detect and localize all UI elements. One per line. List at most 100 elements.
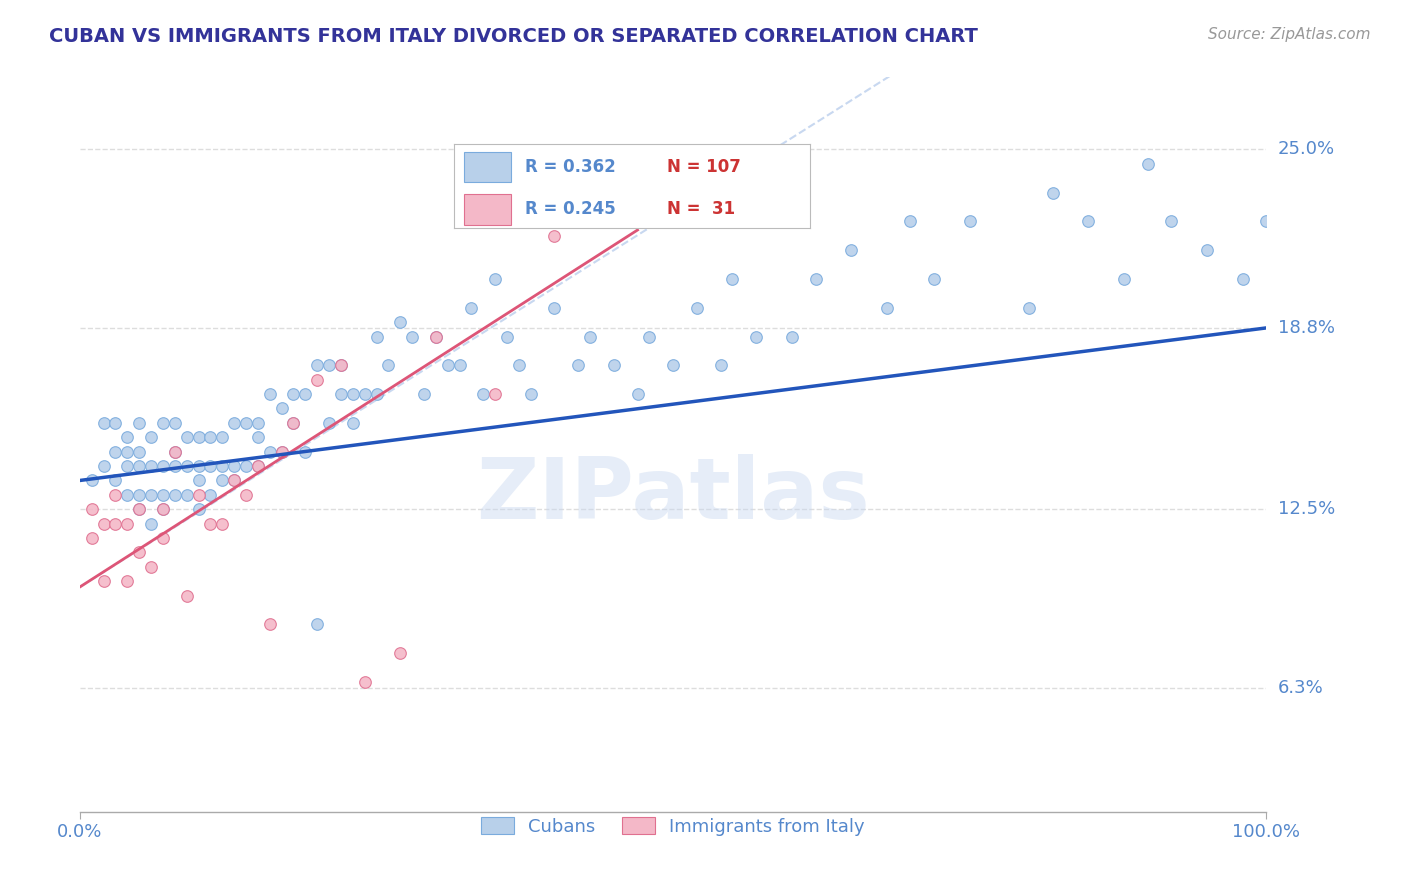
Point: [104, 416, 127, 430]
Point: [93, 458, 115, 473]
Text: 25.0%: 25.0%: [1278, 140, 1334, 159]
Point: [104, 444, 127, 458]
Point: [176, 589, 198, 603]
Point: [176, 488, 198, 502]
Point: [104, 488, 127, 502]
Point: [117, 430, 139, 444]
Point: [224, 474, 246, 488]
Point: [128, 416, 150, 430]
Point: [283, 416, 305, 430]
Text: 6.3%: 6.3%: [1278, 679, 1323, 697]
Point: [152, 531, 174, 545]
Point: [117, 574, 139, 589]
Point: [176, 430, 198, 444]
Point: [246, 416, 269, 430]
Point: [139, 516, 162, 531]
Point: [389, 315, 412, 329]
Text: 12.5%: 12.5%: [1278, 500, 1334, 518]
Point: [508, 359, 530, 373]
Point: [484, 387, 506, 401]
Point: [259, 617, 281, 632]
Point: [922, 272, 945, 286]
Point: [246, 430, 269, 444]
Point: [200, 458, 222, 473]
Point: [686, 301, 709, 315]
Point: [294, 387, 316, 401]
Point: [401, 329, 423, 343]
Point: [721, 272, 744, 286]
Point: [128, 458, 150, 473]
Point: [200, 516, 222, 531]
Point: [128, 502, 150, 516]
Point: [1197, 243, 1219, 257]
Point: [163, 444, 186, 458]
Point: [80, 502, 103, 516]
Point: [128, 545, 150, 559]
Point: [163, 444, 186, 458]
Point: [307, 359, 329, 373]
Point: [270, 401, 292, 416]
Point: [224, 416, 246, 430]
Point: [187, 502, 209, 516]
Point: [377, 359, 399, 373]
Point: [425, 329, 447, 343]
Point: [259, 387, 281, 401]
Text: 18.8%: 18.8%: [1278, 318, 1334, 337]
Point: [496, 329, 519, 343]
Point: [80, 531, 103, 545]
Point: [389, 646, 412, 660]
Point: [163, 458, 186, 473]
Point: [353, 675, 375, 690]
Point: [235, 458, 257, 473]
Point: [117, 444, 139, 458]
Point: [342, 387, 364, 401]
Point: [579, 329, 602, 343]
Point: [224, 474, 246, 488]
Text: ZIPatlas: ZIPatlas: [477, 454, 870, 537]
Point: [710, 359, 733, 373]
Point: [307, 617, 329, 632]
Point: [839, 243, 862, 257]
Point: [93, 416, 115, 430]
Point: [1136, 157, 1159, 171]
Point: [472, 387, 495, 401]
Point: [211, 516, 233, 531]
Point: [425, 329, 447, 343]
Point: [235, 488, 257, 502]
Point: [224, 458, 246, 473]
Point: [1232, 272, 1254, 286]
Point: [152, 416, 174, 430]
Point: [163, 488, 186, 502]
Point: [329, 359, 352, 373]
Point: [543, 301, 565, 315]
Point: [152, 458, 174, 473]
Point: [200, 488, 222, 502]
Point: [163, 416, 186, 430]
Point: [329, 387, 352, 401]
Point: [235, 416, 257, 430]
Point: [187, 458, 209, 473]
Point: [1018, 301, 1040, 315]
Point: [128, 488, 150, 502]
Point: [128, 444, 150, 458]
Point: [283, 416, 305, 430]
Point: [117, 516, 139, 531]
Text: Source: ZipAtlas.com: Source: ZipAtlas.com: [1208, 27, 1371, 42]
Point: [270, 444, 292, 458]
Point: [152, 488, 174, 502]
Point: [484, 272, 506, 286]
Point: [294, 444, 316, 458]
Point: [187, 474, 209, 488]
Point: [139, 430, 162, 444]
Point: [436, 359, 458, 373]
Point: [449, 359, 471, 373]
Point: [804, 272, 827, 286]
Point: [93, 516, 115, 531]
Point: [128, 502, 150, 516]
Legend: Cubans, Immigrants from Italy: Cubans, Immigrants from Italy: [474, 810, 872, 843]
Point: [152, 502, 174, 516]
Point: [139, 559, 162, 574]
Point: [342, 416, 364, 430]
Point: [152, 502, 174, 516]
Point: [662, 359, 685, 373]
